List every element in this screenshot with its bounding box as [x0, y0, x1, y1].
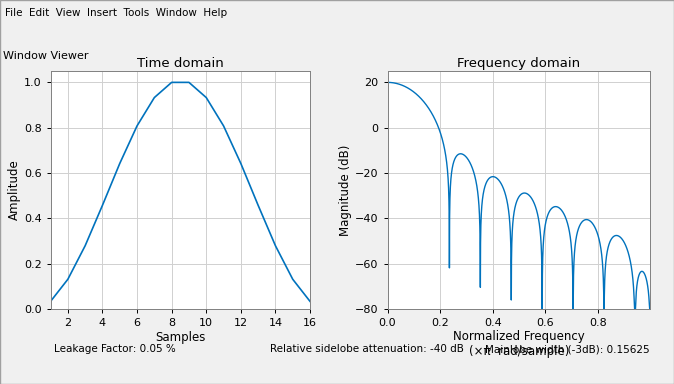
Text: Relative sidelobe attenuation: -40 dB: Relative sidelobe attenuation: -40 dB	[270, 344, 464, 354]
Title: Frequency domain: Frequency domain	[458, 57, 580, 70]
Text: Window Viewer: Window Viewer	[3, 51, 89, 61]
Text: Mainlobe width (-3dB): 0.15625: Mainlobe width (-3dB): 0.15625	[485, 344, 650, 354]
Title: Time domain: Time domain	[137, 57, 224, 70]
X-axis label: Normalized Frequency
(×π  rad/sample): Normalized Frequency (×π rad/sample)	[453, 329, 585, 358]
Y-axis label: Amplitude: Amplitude	[8, 160, 21, 220]
X-axis label: Samples: Samples	[155, 331, 206, 344]
Y-axis label: Magnitude (dB): Magnitude (dB)	[339, 144, 353, 236]
Text: Leakage Factor: 0.05 %: Leakage Factor: 0.05 %	[54, 344, 176, 354]
Text: File  Edit  View  Insert  Tools  Window  Help: File Edit View Insert Tools Window Help	[5, 8, 228, 18]
